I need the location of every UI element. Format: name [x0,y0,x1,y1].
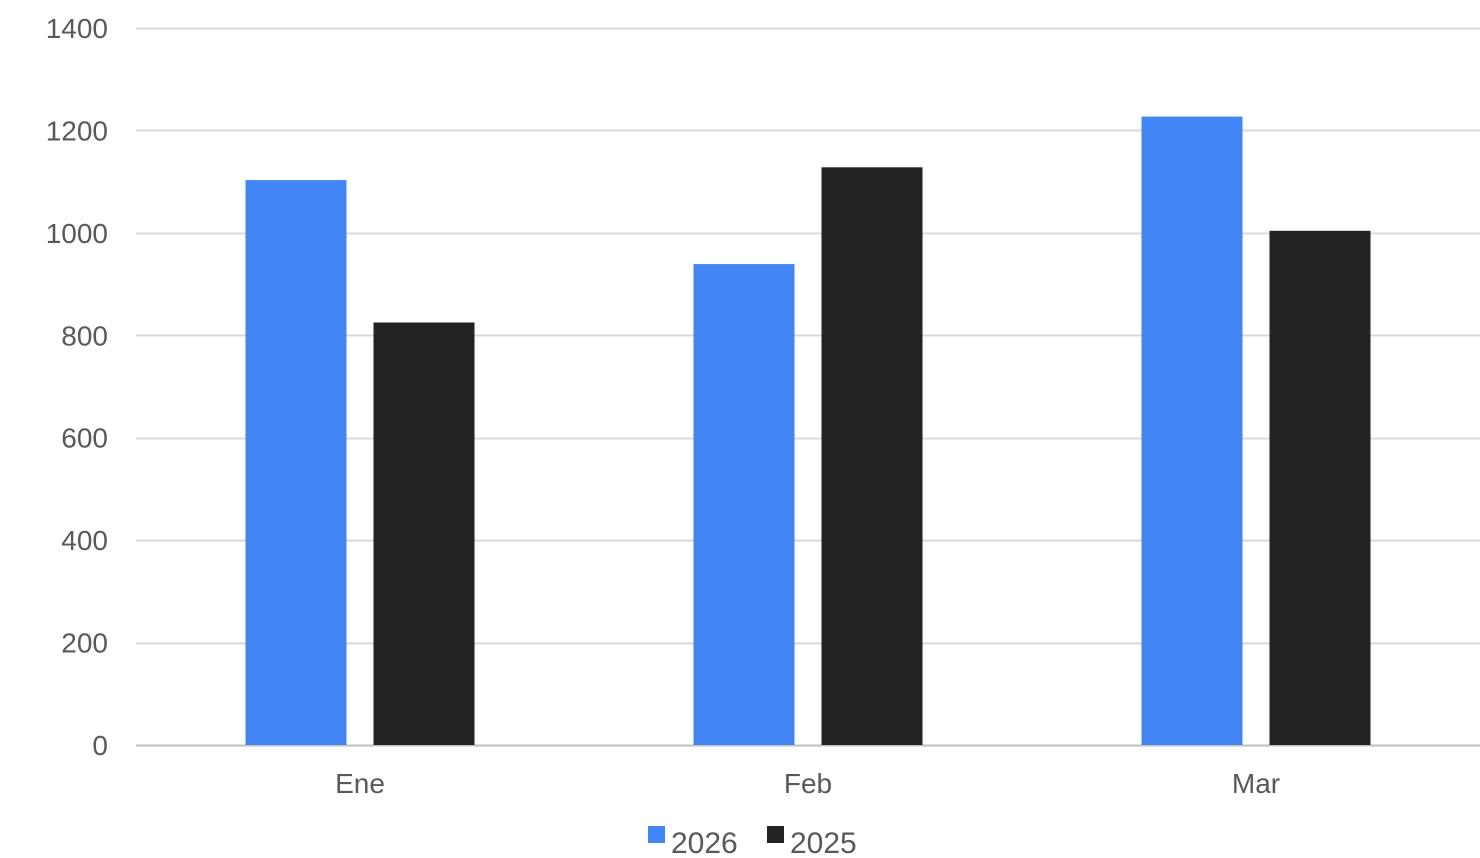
legend-label-2026: 2026 [671,827,738,858]
x-category-label: Feb [784,768,832,799]
gridlines [136,27,1480,747]
bar-2025-mar [1269,230,1371,745]
y-axis: 0 200 400 600 800 1000 1200 1400 [46,13,108,761]
legend-swatch-2025 [767,826,784,843]
y-tick-label: 600 [61,423,108,454]
legend-swatch-2026 [648,826,665,843]
x-axis: Ene Feb Mar [335,768,1280,799]
bar-2025-feb [821,167,923,745]
y-tick-label: 400 [61,525,108,556]
y-tick-label: 800 [61,320,108,351]
x-category-label: Ene [335,768,385,799]
legend: 2026 2025 [648,826,857,858]
bar-2025-ene [373,322,475,745]
bar-2026-feb [693,264,795,745]
y-tick-label: 200 [61,628,108,659]
legend-label-2025: 2025 [790,827,857,858]
y-tick-label: 1200 [46,115,108,146]
bars [245,116,1371,746]
y-tick-label: 1000 [46,218,108,249]
bar-2026-ene [245,180,347,745]
y-tick-label: 1400 [46,13,108,44]
x-category-label: Mar [1232,768,1280,799]
y-tick-label: 0 [92,730,108,761]
bar-2026-mar [1141,116,1243,746]
